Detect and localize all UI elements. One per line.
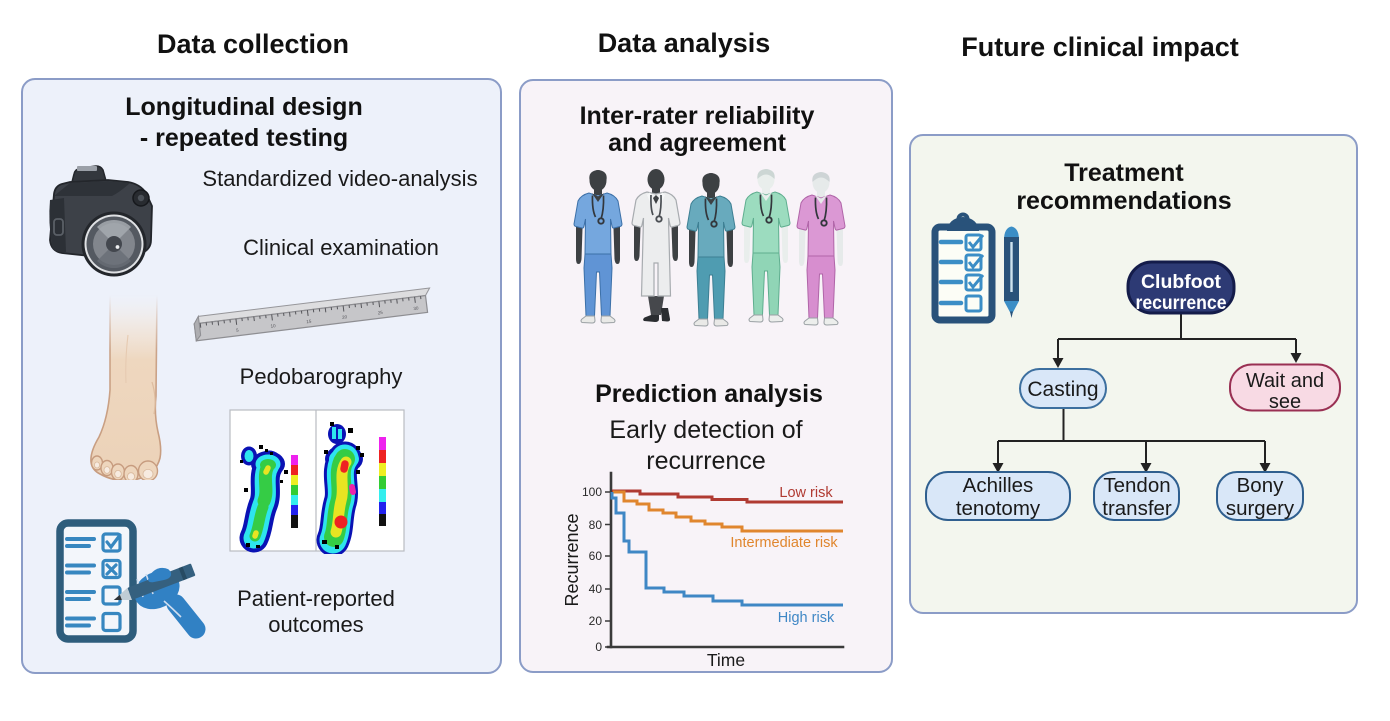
svg-text:100: 100: [582, 485, 602, 499]
svg-text:Recurrence: Recurrence: [562, 513, 582, 606]
svg-text:20: 20: [342, 314, 348, 320]
svg-text:15: 15: [306, 319, 312, 325]
svg-text:10: 10: [270, 323, 276, 329]
svg-text:Wait and: Wait and: [1246, 370, 1324, 392]
svg-text:see: see: [1269, 391, 1301, 413]
svg-text:Intermediate risk: Intermediate risk: [730, 535, 838, 551]
svg-text:Achilles: Achilles: [963, 474, 1034, 497]
svg-text:25: 25: [377, 310, 383, 316]
svg-text:recurrence: recurrence: [1136, 293, 1227, 314]
svg-text:30: 30: [413, 305, 419, 311]
svg-text:5: 5: [236, 328, 240, 333]
svg-text:20: 20: [589, 614, 603, 628]
svg-text:tenotomy: tenotomy: [956, 497, 1041, 520]
svg-text:Casting: Casting: [1027, 378, 1098, 401]
svg-text:Low risk: Low risk: [779, 485, 833, 501]
svg-text:transfer: transfer: [1102, 497, 1172, 520]
svg-text:High risk: High risk: [778, 610, 835, 626]
svg-text:Time: Time: [707, 650, 745, 670]
svg-text:Tendon: Tendon: [1103, 474, 1170, 497]
svg-text:Clubfoot: Clubfoot: [1141, 272, 1222, 293]
svg-text:0: 0: [595, 640, 602, 654]
svg-text:40: 40: [589, 582, 603, 596]
svg-text:Bony: Bony: [1237, 474, 1284, 497]
svg-text:80: 80: [589, 518, 603, 532]
svg-text:60: 60: [589, 549, 603, 563]
svg-text:surgery: surgery: [1226, 497, 1295, 520]
